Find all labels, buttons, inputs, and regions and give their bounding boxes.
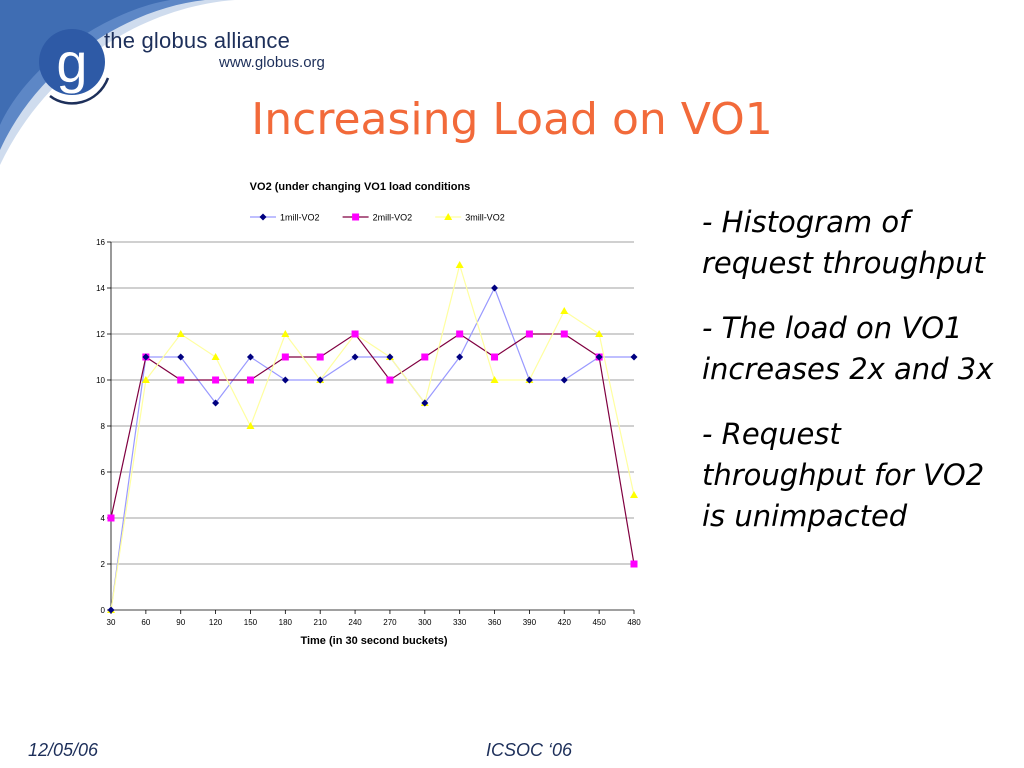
series-line-3mill-VO2 bbox=[110, 262, 635, 611]
x-tick-labels: 30 60 90 120 150 180 210 240 270 300 330 360 390 420 4… bbox=[107, 618, 642, 627]
y-tick-label: 6 bbox=[101, 468, 106, 477]
chart-series-markers bbox=[107, 261, 638, 614]
chart-series-lines bbox=[110, 262, 635, 611]
x-tick-label: 120 bbox=[209, 618, 223, 627]
data-point-3mill-VO2 bbox=[246, 422, 255, 429]
data-point-2mill-VO2 bbox=[386, 376, 394, 384]
data-point-2mill-VO2 bbox=[456, 330, 464, 338]
data-point-3mill-VO2 bbox=[630, 491, 638, 498]
data-point-2mill-VO2 bbox=[246, 376, 254, 384]
legend-label: 3mill-VO2 bbox=[465, 213, 505, 223]
y-tick-labels: 0 2 4 6 8 10 12 14 16 bbox=[96, 238, 105, 615]
y-tick-label: 12 bbox=[96, 330, 105, 339]
data-point-1mill-VO2 bbox=[560, 376, 568, 384]
x-tick-label: 450 bbox=[592, 618, 606, 627]
data-point-1mill-VO2 bbox=[386, 353, 394, 361]
y-tick-label: 14 bbox=[96, 284, 105, 293]
data-point-1mill-VO2 bbox=[595, 353, 603, 361]
y-tick-label: 16 bbox=[96, 238, 105, 247]
data-point-3mill-VO2 bbox=[490, 376, 499, 383]
data-point-3mill-VO2 bbox=[141, 376, 150, 383]
y-tick-label: 2 bbox=[101, 560, 106, 569]
data-point-1mill-VO2 bbox=[456, 353, 464, 361]
data-point-3mill-VO2 bbox=[211, 353, 220, 360]
x-tick-label: 150 bbox=[244, 618, 258, 627]
data-point-1mill-VO2 bbox=[177, 353, 185, 361]
x-tick-label: 480 bbox=[627, 618, 641, 627]
y-tick-label: 4 bbox=[101, 514, 106, 523]
x-tick-label: 240 bbox=[348, 618, 362, 627]
x-tick-label: 210 bbox=[314, 618, 328, 627]
data-point-3mill-VO2 bbox=[455, 261, 464, 268]
y-tick-label: 0 bbox=[101, 606, 106, 615]
data-point-2mill-VO2 bbox=[107, 514, 115, 522]
x-tick-label: 30 bbox=[107, 618, 116, 627]
x-tick-label: 420 bbox=[558, 618, 572, 627]
y-tick-label: 8 bbox=[101, 422, 106, 431]
footer-conference: ICSOC ‘06 bbox=[486, 740, 573, 760]
data-point-1mill-VO2 bbox=[142, 353, 150, 361]
x-tick-label: 90 bbox=[176, 618, 185, 627]
logo-letter: g bbox=[56, 31, 87, 94]
data-point-2mill-VO2 bbox=[212, 376, 220, 384]
data-point-2mill-VO2 bbox=[630, 560, 638, 568]
x-axis-label: Time (in 30 second buckets) bbox=[300, 635, 447, 647]
legend-marker bbox=[444, 213, 453, 220]
line-chart: VO2 (under changing VO1 load conditions … bbox=[96, 181, 642, 647]
data-point-2mill-VO2 bbox=[351, 330, 359, 338]
data-point-1mill-VO2 bbox=[107, 606, 115, 614]
data-point-3mill-VO2 bbox=[176, 330, 185, 337]
data-point-2mill-VO2 bbox=[281, 353, 289, 361]
chart-legend: 1mill-VO2 2mill-VO2 3mill-VO2 bbox=[250, 213, 505, 223]
slide-title: Increasing Load on VO1 bbox=[251, 94, 773, 145]
data-point-2mill-VO2 bbox=[316, 353, 324, 361]
series-line-1mill-VO2 bbox=[110, 286, 634, 611]
brand-url: www.globus.org bbox=[219, 54, 325, 71]
data-point-1mill-VO2 bbox=[246, 353, 254, 361]
data-point-1mill-VO2 bbox=[630, 353, 638, 361]
brand: the globus alliance www.globus.org bbox=[104, 28, 325, 72]
x-tick-label: 330 bbox=[453, 618, 467, 627]
data-point-1mill-VO2 bbox=[316, 376, 324, 384]
bullet-item: - The load on VO1 increases 2x and 3x bbox=[702, 311, 994, 386]
chart-gridlines bbox=[111, 241, 634, 565]
legend-marker bbox=[352, 213, 360, 221]
data-point-1mill-VO2 bbox=[351, 353, 359, 361]
x-tick-label: 360 bbox=[488, 618, 502, 627]
x-tick-label: 270 bbox=[383, 618, 397, 627]
chart-axes bbox=[107, 241, 635, 614]
data-point-2mill-VO2 bbox=[491, 353, 499, 361]
bullet-list: - Histogram of request throughput - The … bbox=[702, 202, 1012, 561]
data-point-3mill-VO2 bbox=[281, 330, 290, 337]
data-point-2mill-VO2 bbox=[177, 376, 185, 384]
footer-date: 12/05/06 bbox=[28, 740, 99, 760]
globus-logo-icon: g bbox=[39, 29, 110, 105]
data-point-1mill-VO2 bbox=[281, 376, 289, 384]
legend-marker bbox=[259, 213, 267, 221]
data-point-1mill-VO2 bbox=[491, 284, 499, 292]
data-point-2mill-VO2 bbox=[421, 353, 429, 361]
data-point-3mill-VO2 bbox=[595, 330, 604, 337]
y-tick-label: 10 bbox=[96, 376, 105, 385]
data-point-1mill-VO2 bbox=[525, 376, 533, 384]
data-point-2mill-VO2 bbox=[525, 330, 533, 338]
bullet-item: - Histogram of request throughput bbox=[702, 205, 985, 280]
series-line-2mill-VO2 bbox=[110, 333, 635, 565]
data-point-3mill-VO2 bbox=[560, 307, 569, 314]
brand-name: the globus alliance bbox=[104, 28, 291, 53]
data-point-2mill-VO2 bbox=[560, 330, 568, 338]
x-tick-label: 300 bbox=[418, 618, 432, 627]
chart-title: VO2 (under changing VO1 load conditions bbox=[250, 181, 471, 193]
legend-label: 2mill-VO2 bbox=[373, 213, 413, 223]
data-point-1mill-VO2 bbox=[212, 399, 220, 407]
x-tick-label: 180 bbox=[279, 618, 293, 627]
chart-container: VO2 (under changing VO1 load conditions … bbox=[80, 170, 650, 655]
data-point-1mill-VO2 bbox=[421, 399, 429, 407]
x-tick-label: 390 bbox=[523, 618, 537, 627]
x-tick-label: 60 bbox=[141, 618, 150, 627]
bullet-item: - Request throughput for VO2 is unimpact… bbox=[702, 417, 985, 533]
legend-label: 1mill-VO2 bbox=[280, 213, 320, 223]
